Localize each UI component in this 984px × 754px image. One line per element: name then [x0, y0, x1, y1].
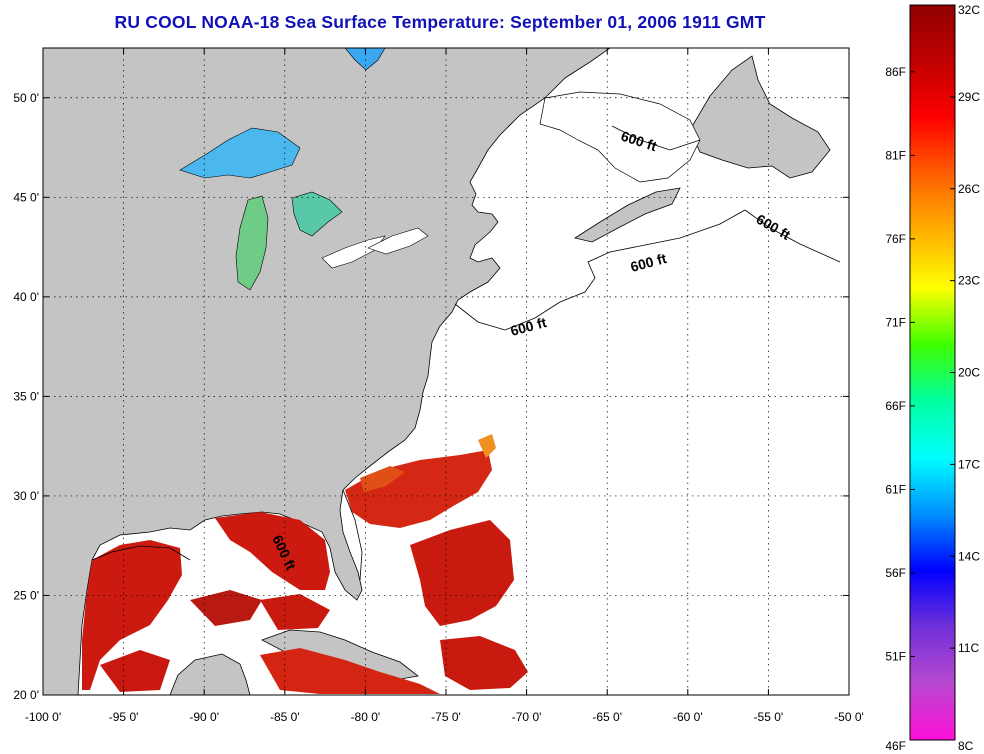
- lon-tick-label: -95 0': [109, 710, 139, 724]
- sst-atlantic-southeast: [345, 434, 528, 690]
- lon-tick-label: -70 0': [512, 710, 542, 724]
- lat-tick-label: 45 0': [13, 190, 39, 204]
- celsius-tick-label: 14C: [958, 549, 980, 563]
- celsius-tick-label: 23C: [958, 274, 980, 288]
- lon-tick-label: -90 0': [189, 710, 219, 724]
- lat-tick-label: 40 0': [13, 290, 39, 304]
- fahrenheit-tick-label: 71F: [885, 315, 906, 329]
- lake-huron: [291, 191, 343, 237]
- colorbar-celsius-labels: 32C 29C 26C 23C 20C 17C 14C 11C 8C: [950, 3, 980, 753]
- fahrenheit-tick-label: 46F: [885, 739, 906, 753]
- fahrenheit-tick-label: 66F: [885, 399, 906, 413]
- lon-tick-label: -55 0': [754, 710, 784, 724]
- sst-gulf-of-mexico: [82, 512, 440, 694]
- map-title: RU COOL NOAA-18 Sea Surface Temperature:…: [114, 12, 766, 32]
- depth-contours: [91, 125, 841, 581]
- celsius-tick-label: 11C: [958, 641, 979, 655]
- colorbar-gradient: [909, 4, 956, 741]
- land-newfoundland: [689, 55, 831, 179]
- graticule: [43, 48, 849, 695]
- lake-superior: [179, 127, 301, 179]
- land-yucatan: [169, 653, 251, 695]
- fahrenheit-tick-label: 86F: [885, 65, 906, 79]
- gulf-st-lawrence: [539, 91, 701, 183]
- fahrenheit-tick-label: 51F: [885, 649, 906, 663]
- lon-tick-label: -85 0': [270, 710, 300, 724]
- celsius-tick-label: 26C: [958, 182, 980, 196]
- colorbar-fahrenheit-labels: 86F 81F 76F 71F 66F 61F 56F 51F 46F: [885, 65, 915, 753]
- lat-tick-label: 50 0': [13, 91, 39, 105]
- hudson-bay-edge: [344, 48, 386, 71]
- celsius-tick-label: 8C: [958, 739, 974, 753]
- fahrenheit-tick-label: 81F: [885, 148, 906, 162]
- lake-ontario: [367, 227, 429, 255]
- fahrenheit-tick-label: 56F: [885, 566, 906, 580]
- lat-tick-label: 30 0': [13, 489, 39, 503]
- lon-tick-label: -60 0': [673, 710, 703, 724]
- lat-tick-label: 35 0': [13, 389, 39, 403]
- celsius-tick-label: 32C: [958, 3, 980, 17]
- fahrenheit-tick-label: 76F: [885, 232, 906, 246]
- celsius-tick-label: 20C: [958, 366, 980, 380]
- celsius-tick-label: 29C: [958, 90, 980, 104]
- lon-tick-label: -80 0': [351, 710, 381, 724]
- colorbar: 86F 81F 76F 71F 66F 61F 56F 51F 46F 32C 29C 26C 23C…: [885, 3, 980, 753]
- lake-michigan: [235, 195, 269, 291]
- fahrenheit-tick-label: 61F: [885, 482, 906, 496]
- lon-tick-label: -75 0': [431, 710, 461, 724]
- latitude-labels: 50 0' 45 0' 40 0' 35 0' 30 0' 25 0' 20 0': [13, 91, 849, 702]
- land-north-america: [43, 48, 611, 695]
- lat-tick-label: 25 0': [13, 588, 39, 602]
- lon-tick-label: -100 0': [25, 710, 61, 724]
- celsius-tick-label: 17C: [958, 457, 980, 471]
- lon-tick-label: -50 0': [834, 710, 864, 724]
- land-nova-scotia: [573, 187, 681, 243]
- longitude-labels: -100 0' -95 0' -90 0' -85 0' -80 0' -75 0' -70…: [25, 48, 864, 724]
- lon-tick-label: -65 0': [592, 710, 622, 724]
- lat-tick-label: 20 0': [13, 688, 39, 702]
